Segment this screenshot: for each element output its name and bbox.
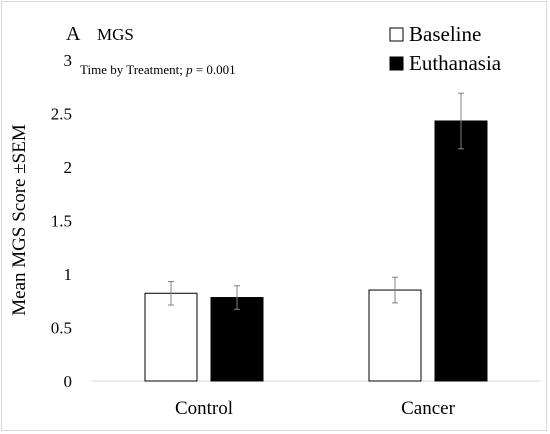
legend-label-baseline: Baseline (409, 22, 481, 46)
y-tick-label: 1.5 (51, 212, 72, 231)
annotation-prefix: Time by Treatment; (80, 62, 186, 77)
y-tick-label: 1 (64, 265, 73, 284)
bar-euthanasia-cancer (434, 120, 488, 382)
bar-euthanasia-control (210, 297, 264, 382)
legend-label-euthanasia: Euthanasia (409, 51, 502, 75)
stats-annotation: Time by Treatment; p = 0.001 (80, 62, 236, 77)
y-axis-label: Mean MGS Score ±SEM (9, 124, 30, 316)
chart-title: MGS (97, 25, 134, 44)
x-tick-label: Control (175, 398, 233, 419)
y-tick-label: 0.5 (51, 319, 72, 338)
bar-baseline-cancer (368, 289, 422, 382)
annotation-suffix: = 0.001 (193, 62, 236, 77)
error-bars (168, 92, 464, 310)
y-tick-label: 2.5 (51, 105, 72, 124)
y-tick-label: 0 (64, 372, 73, 391)
y-tick-label: 2 (64, 158, 73, 177)
y-tick-label: 3 (64, 51, 73, 70)
x-tick-label: Cancer (401, 398, 455, 419)
legend-swatch-baseline (389, 27, 404, 42)
legend-swatch-euthanasia (389, 56, 404, 71)
bar-baseline-control (144, 292, 198, 382)
annotation-p: p (185, 62, 193, 77)
x-axis: Control Cancer (92, 380, 540, 419)
panel-letter: A (66, 23, 81, 45)
y-axis: 0 0.5 1 1.5 2 2.5 3 (51, 51, 72, 391)
bars (144, 120, 488, 382)
legend: Baseline Euthanasia (389, 22, 502, 75)
